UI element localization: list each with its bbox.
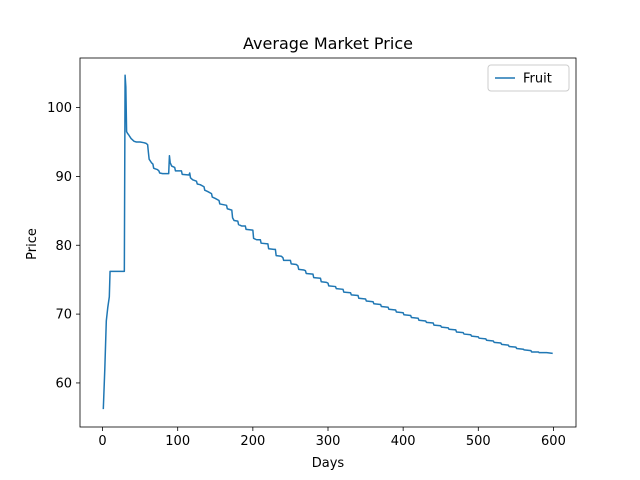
y-tick-label: 80 <box>55 239 72 254</box>
x-tick-label: 500 <box>466 434 491 449</box>
x-tick-label: 600 <box>541 434 566 449</box>
chart-title: Average Market Price <box>243 34 413 53</box>
y-tick-label: 60 <box>55 376 72 391</box>
plot-area <box>79 57 577 428</box>
x-tick-label: 200 <box>240 434 265 449</box>
legend: Fruit <box>487 64 570 92</box>
y-axis-label: Price <box>25 228 40 260</box>
x-tick-label: 300 <box>316 434 341 449</box>
x-axis: 0 100 200 300 400 500 600 <box>98 427 566 449</box>
y-tick-label: 70 <box>55 308 72 323</box>
y-axis: 60 70 80 90 100 <box>47 101 80 391</box>
y-tick-label: 90 <box>55 170 72 185</box>
y-tick-label: 100 <box>47 101 72 116</box>
legend-label: Fruit <box>523 72 552 87</box>
legend-box <box>487 64 570 92</box>
series-line-fruit <box>102 74 553 410</box>
plot-background <box>80 58 576 427</box>
x-tick-label: 0 <box>98 434 106 449</box>
x-axis-label: Days <box>312 456 345 471</box>
x-tick-label: 400 <box>391 434 416 449</box>
x-tick-label: 100 <box>165 434 190 449</box>
